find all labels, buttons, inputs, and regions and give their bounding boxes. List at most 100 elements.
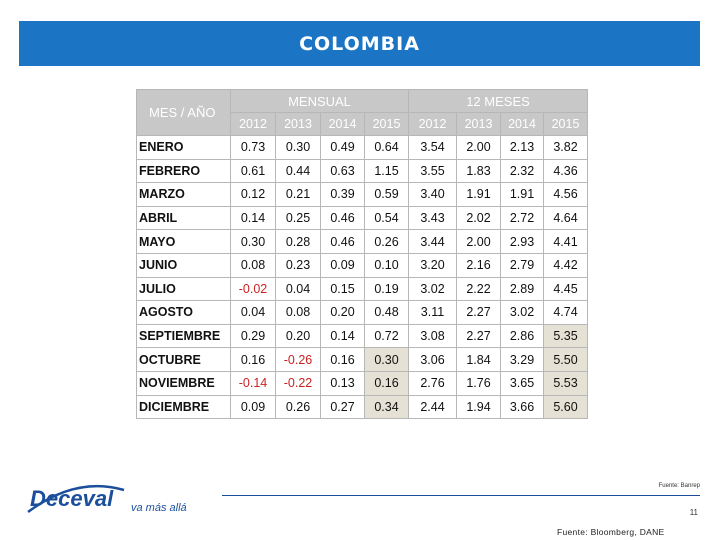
- page-banner: COLOMBIA: [19, 21, 700, 66]
- value-cell: 0.48: [364, 300, 409, 325]
- value-cell: 0.30: [275, 135, 321, 160]
- year-header: 2015: [543, 112, 588, 136]
- logo-swoosh-icon: [27, 484, 125, 514]
- value-cell: 5.35: [543, 323, 588, 349]
- month-label: ABRIL: [136, 205, 231, 231]
- year-header: 2012: [230, 112, 276, 136]
- value-cell: 0.34: [364, 394, 409, 420]
- year-header: 2013: [456, 112, 501, 136]
- value-cell: 4.36: [543, 158, 588, 184]
- value-cell: 0.14: [320, 323, 365, 349]
- value-cell: 2.76: [408, 370, 457, 396]
- value-cell: 2.27: [456, 300, 501, 325]
- value-cell: 0.04: [230, 300, 276, 325]
- value-cell: 4.74: [543, 300, 588, 325]
- value-cell: 0.30: [230, 229, 276, 254]
- value-cell: 1.91: [456, 182, 501, 207]
- value-cell: 0.39: [320, 182, 365, 207]
- value-cell: 2.02: [456, 205, 501, 231]
- table-row: OCTUBRE 0.16 -0.26 0.16 0.30 3.06 1.84 3.29 5.50: [136, 347, 588, 372]
- corner-header: MES / AÑO: [136, 89, 231, 136]
- value-cell: -0.22: [275, 370, 321, 396]
- table-row: NOVIEMBRE -0.14 -0.22 0.13 0.16 2.76 1.76 3.65 5…: [136, 370, 588, 396]
- value-cell: 3.54: [408, 135, 457, 160]
- value-cell: 0.30: [364, 347, 409, 372]
- value-cell: 3.20: [408, 252, 457, 278]
- value-cell: 0.10: [364, 252, 409, 278]
- value-cell: 0.13: [320, 370, 365, 396]
- table-row: DICIEMBRE 0.09 0.26 0.27 0.34 2.44 1.94 3.66 5.6…: [136, 394, 588, 420]
- value-cell: 0.20: [320, 300, 365, 325]
- value-cell: 3.08: [408, 323, 457, 349]
- year-header: 2014: [320, 112, 365, 136]
- year-header: 2013: [275, 112, 321, 136]
- value-cell: 3.11: [408, 300, 457, 325]
- value-cell: 3.44: [408, 229, 457, 254]
- value-cell: 3.40: [408, 182, 457, 207]
- value-cell: 0.49: [320, 135, 365, 160]
- value-cell: 0.54: [364, 205, 409, 231]
- footer-divider: [222, 495, 700, 496]
- value-cell: 0.12: [230, 182, 276, 207]
- table-row: MAYO 0.30 0.28 0.46 0.26 3.44 2.00 2.93 4.41: [136, 229, 588, 254]
- year-header: 2012: [408, 112, 457, 136]
- value-cell: 2.32: [500, 158, 544, 184]
- month-label: MAYO: [136, 229, 231, 254]
- month-label: MARZO: [136, 182, 231, 207]
- value-cell: 0.23: [275, 252, 321, 278]
- value-cell: 2.89: [500, 276, 544, 302]
- value-cell: 1.84: [456, 347, 501, 372]
- value-cell: 2.00: [456, 229, 501, 254]
- value-cell: 0.25: [275, 205, 321, 231]
- value-cell: 4.45: [543, 276, 588, 302]
- tagline: va más allá: [131, 502, 187, 514]
- table-row: JUNIO 0.08 0.23 0.09 0.10 3.20 2.16 2.79 4.42: [136, 252, 588, 278]
- value-cell: 0.59: [364, 182, 409, 207]
- value-cell: 0.20: [275, 323, 321, 349]
- logo-text: Deceval: [30, 486, 114, 511]
- value-cell: 0.09: [230, 394, 276, 420]
- value-cell: 0.46: [320, 205, 365, 231]
- value-cell: 0.63: [320, 158, 365, 184]
- value-cell: 0.08: [230, 252, 276, 278]
- value-cell: 0.09: [320, 252, 365, 278]
- table-row: ABRIL 0.14 0.25 0.46 0.54 3.43 2.02 2.72 4.64: [136, 205, 588, 231]
- value-cell: 1.91: [500, 182, 544, 207]
- value-cell: 5.53: [543, 370, 588, 396]
- value-cell: 3.43: [408, 205, 457, 231]
- value-cell: 4.41: [543, 229, 588, 254]
- month-label: AGOSTO: [136, 300, 231, 325]
- table-row: FEBRERO 0.61 0.44 0.63 1.15 3.55 1.83 2.32 4.36: [136, 158, 588, 184]
- value-cell: 1.76: [456, 370, 501, 396]
- value-cell: 0.27: [320, 394, 365, 420]
- value-cell: 1.15: [364, 158, 409, 184]
- value-cell: 0.08: [275, 300, 321, 325]
- value-cell: 2.27: [456, 323, 501, 349]
- value-cell: 0.44: [275, 158, 321, 184]
- table-row: JULIO -0.02 0.04 0.15 0.19 3.02 2.22 2.89 4.45: [136, 276, 588, 302]
- inflation-table: MES / AÑO MENSUAL 12 MESES 2012 2013 2014 2…: [136, 89, 588, 420]
- value-cell: 0.29: [230, 323, 276, 349]
- value-cell: 0.28: [275, 229, 321, 254]
- table-row: MARZO 0.12 0.21 0.39 0.59 3.40 1.91 1.91 4.56: [136, 182, 588, 207]
- value-cell: 1.94: [456, 394, 501, 420]
- value-cell: 0.16: [364, 370, 409, 396]
- page-number: 11: [689, 508, 698, 517]
- month-label: JULIO: [136, 276, 231, 302]
- value-cell: 0.16: [230, 347, 276, 372]
- page-title: COLOMBIA: [299, 32, 420, 55]
- value-cell: 0.26: [275, 394, 321, 420]
- value-cell: 4.64: [543, 205, 588, 231]
- month-label: OCTUBRE: [136, 347, 231, 372]
- value-cell: 0.16: [320, 347, 365, 372]
- group-header-monthly: MENSUAL: [230, 89, 409, 113]
- table-row: SEPTIEMBRE 0.29 0.20 0.14 0.72 3.08 2.27 2.86 5.…: [136, 323, 588, 349]
- value-cell: 2.93: [500, 229, 544, 254]
- value-cell: 0.04: [275, 276, 321, 302]
- month-label: NOVIEMBRE: [136, 370, 231, 396]
- value-cell: -0.14: [230, 370, 276, 396]
- value-cell: 3.66: [500, 394, 544, 420]
- value-cell: 3.06: [408, 347, 457, 372]
- value-cell: 0.21: [275, 182, 321, 207]
- value-cell: 5.50: [543, 347, 588, 372]
